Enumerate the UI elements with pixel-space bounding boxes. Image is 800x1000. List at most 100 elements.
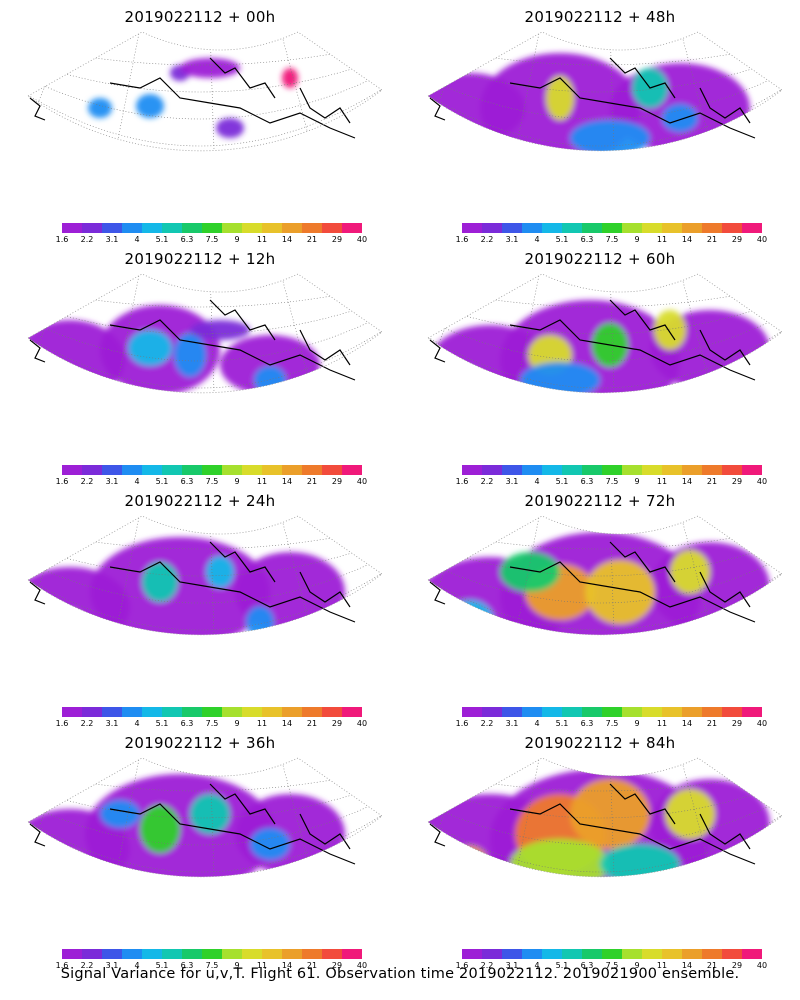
colorbar-label: 21	[706, 961, 718, 970]
colorbar-swatch	[722, 707, 742, 717]
colorbar-label: 11	[656, 719, 668, 728]
colorbar-swatch	[462, 465, 482, 475]
colorbar-label: 1.6	[55, 477, 69, 486]
forecast-panel: 2019022112 + 36h 1.6 2.2 3.1 4 5.1 6.3 7.5 9 11 14…	[0, 726, 400, 971]
panel-title: 2019022112 + 24h	[124, 492, 276, 510]
colorbar-swatch	[462, 949, 482, 959]
colorbar-label: 3.1	[105, 477, 119, 486]
variance-map	[27, 757, 383, 878]
colorbar-label: 2.2	[80, 477, 94, 486]
colorbar-swatch	[62, 223, 82, 233]
colorbar-label: 3.1	[105, 235, 119, 244]
panel-title: 2019022112 + 12h	[124, 250, 276, 268]
colorbar-swatch	[582, 465, 602, 475]
colorbar-swatch	[642, 949, 662, 959]
colorbar-swatch	[462, 707, 482, 717]
colorbar-label: 11	[256, 961, 268, 970]
colorbar-swatch	[622, 223, 642, 233]
colorbar-swatch	[202, 223, 222, 233]
colorbar-label: 3.1	[505, 961, 519, 970]
colorbar-label: 7.5	[205, 719, 219, 728]
colorbar-swatch	[202, 707, 222, 717]
colorbar-swatch	[662, 949, 682, 959]
colorbar-swatch	[662, 223, 682, 233]
colorbar-swatch	[322, 707, 342, 717]
colorbar-label: 6.3	[580, 719, 594, 728]
colorbar	[462, 949, 762, 959]
panel-title: 2019022112 + 72h	[524, 492, 676, 510]
forecast-panel: 2019022112 + 00h 1.6 2.2 3.1 4 5.1 6.3 7.5 9 11 14…	[0, 0, 400, 245]
colorbar-swatch	[282, 949, 302, 959]
colorbar-swatch	[262, 949, 282, 959]
colorbar-label: 1.6	[55, 235, 69, 244]
colorbar-swatch	[102, 465, 122, 475]
colorbar-swatch	[162, 465, 182, 475]
colorbar-label: 1.6	[55, 961, 69, 970]
colorbar-label: 2.2	[480, 235, 494, 244]
colorbar-swatch	[562, 949, 582, 959]
colorbar-swatch	[742, 465, 762, 475]
variance-map	[27, 31, 383, 152]
colorbar-swatch	[682, 949, 702, 959]
colorbar-label: 5.1	[155, 235, 169, 244]
colorbar-label: 29	[331, 235, 343, 244]
colorbar-label: 14	[681, 477, 693, 486]
colorbar-swatch	[742, 707, 762, 717]
variance-map	[427, 757, 783, 878]
colorbar-swatch	[542, 707, 562, 717]
colorbar-swatch	[242, 707, 262, 717]
colorbar-label: 6.3	[180, 719, 194, 728]
colorbar-swatch	[642, 707, 662, 717]
colorbar-label: 6.3	[580, 961, 594, 970]
colorbar-swatch	[542, 223, 562, 233]
colorbar-label: 29	[731, 235, 743, 244]
colorbar-label: 7.5	[605, 477, 619, 486]
colorbar-label: 1.6	[455, 477, 469, 486]
colorbar-swatch	[642, 223, 662, 233]
colorbar-swatch	[722, 465, 742, 475]
colorbar-swatch	[582, 949, 602, 959]
colorbar-label: 5.1	[155, 961, 169, 970]
colorbar-swatch	[562, 465, 582, 475]
colorbar-swatch	[242, 223, 262, 233]
colorbar-label: 5.1	[155, 719, 169, 728]
colorbar-swatch	[302, 707, 322, 717]
colorbar-label: 9	[634, 961, 640, 970]
panel-title: 2019022112 + 48h	[524, 8, 676, 26]
colorbar-label: 21	[306, 235, 318, 244]
colorbar-label: 2.2	[80, 719, 94, 728]
colorbar-label: 21	[706, 477, 718, 486]
colorbar-swatch	[682, 707, 702, 717]
colorbar-label: 6.3	[180, 961, 194, 970]
colorbar-swatch	[702, 949, 722, 959]
colorbar-label: 4	[534, 477, 540, 486]
colorbar-label: 9	[634, 719, 640, 728]
colorbar-label: 1.6	[455, 961, 469, 970]
colorbar-swatch	[702, 465, 722, 475]
colorbar-swatch	[82, 707, 102, 717]
variance-map	[27, 515, 383, 636]
colorbar-labels: 1.6 2.2 3.1 4 5.1 6.3 7.5 9 11 14 21 29 40	[50, 477, 370, 487]
colorbar-swatch	[142, 465, 162, 475]
colorbar-swatch	[582, 223, 602, 233]
variance-map	[427, 515, 783, 636]
colorbar-label: 5.1	[555, 477, 569, 486]
forecast-panel: 2019022112 + 24h 1.6 2.2 3.1 4 5.1 6.3 7.5 9 11 14…	[0, 484, 400, 729]
colorbar-label: 14	[281, 719, 293, 728]
colorbar-swatch	[142, 707, 162, 717]
colorbar-label: 29	[331, 477, 343, 486]
colorbar-swatch	[482, 465, 502, 475]
colorbar-label: 7.5	[605, 961, 619, 970]
colorbar-swatch	[302, 949, 322, 959]
colorbar-label: 4	[534, 235, 540, 244]
colorbar-label: 4	[534, 961, 540, 970]
colorbar-swatch	[242, 949, 262, 959]
colorbar-label: 11	[256, 235, 268, 244]
variance-map	[427, 273, 783, 394]
panel-title: 2019022112 + 00h	[124, 8, 276, 26]
colorbar-label: 9	[634, 235, 640, 244]
colorbar-label: 40	[356, 719, 368, 728]
colorbar-label: 14	[281, 235, 293, 244]
colorbar-labels: 1.6 2.2 3.1 4 5.1 6.3 7.5 9 11 14 21 29 40	[50, 961, 370, 971]
panel-title: 2019022112 + 36h	[124, 734, 276, 752]
